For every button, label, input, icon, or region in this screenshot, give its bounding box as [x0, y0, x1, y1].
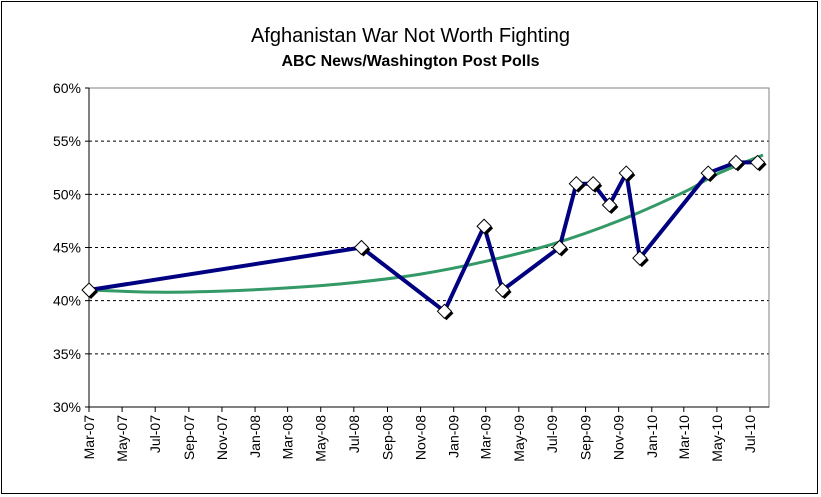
x-tick-label: Mar-07 — [81, 415, 97, 460]
x-tick-label: May-08 — [313, 415, 329, 462]
x-tick-label: May-10 — [709, 415, 725, 462]
poll-series — [81, 154, 767, 321]
data-point — [568, 175, 585, 192]
y-tick-label: 50% — [53, 186, 81, 202]
data-point — [494, 282, 511, 298]
data-point — [551, 239, 568, 256]
chart-title: Afghanistan War Not Worth Fighting — [250, 25, 571, 47]
data-point — [749, 154, 766, 171]
data-point — [353, 239, 370, 256]
x-tick-label: Jul-10 — [742, 415, 758, 453]
y-tick-label: 35% — [53, 346, 81, 362]
x-tick-label: Sep-08 — [379, 415, 395, 460]
chart-subtitle: ABC News/Washington Post Polls — [281, 53, 540, 70]
data-point — [618, 165, 634, 181]
x-tick-label: Nov-08 — [413, 415, 429, 460]
x-tick-label: Mar-09 — [478, 415, 494, 460]
y-tick-label: 45% — [53, 240, 81, 256]
x-tick-label: Jul-09 — [544, 415, 560, 453]
x-axis: Mar-07 May-07 Jul-07 Sep-07 Nov-07 Jan-08 Mar-… — [81, 406, 769, 462]
x-tick-label: Jan-09 — [446, 415, 462, 458]
trendline-series — [88, 153, 764, 294]
data-point — [81, 282, 97, 298]
x-tick-label: Jan-10 — [644, 415, 660, 458]
x-tick-label: May-09 — [511, 415, 527, 462]
x-tick-label: Jul-07 — [147, 415, 163, 453]
data-point — [601, 197, 618, 213]
x-tick-label: Jul-08 — [346, 415, 362, 453]
x-tick-label: Sep-07 — [181, 415, 197, 460]
y-tick-label: 55% — [53, 133, 81, 149]
x-tick-label: May-07 — [114, 415, 130, 462]
x-tick-label: Nov-09 — [611, 415, 627, 460]
y-axis: 30% 35% 40% 45% 50% 55% 60% — [53, 80, 90, 415]
x-tick-label: Mar-10 — [676, 415, 692, 460]
y-tick-label: 30% — [53, 399, 81, 415]
data-point — [632, 250, 648, 266]
data-point — [476, 218, 492, 234]
trendline — [88, 153, 764, 294]
x-tick-label: Jan-08 — [247, 415, 263, 458]
data-point — [585, 175, 601, 192]
x-tick-label: Mar-08 — [280, 415, 296, 460]
y-tick-label: 40% — [53, 293, 81, 309]
gridlines — [89, 140, 769, 355]
data-point — [436, 303, 453, 320]
x-tick-label: Sep-09 — [578, 415, 594, 460]
y-tick-label: 60% — [53, 80, 81, 96]
data-point — [728, 154, 744, 171]
x-tick-label: Nov-07 — [214, 415, 230, 460]
data-point — [700, 165, 716, 181]
series-line — [88, 160, 758, 314]
